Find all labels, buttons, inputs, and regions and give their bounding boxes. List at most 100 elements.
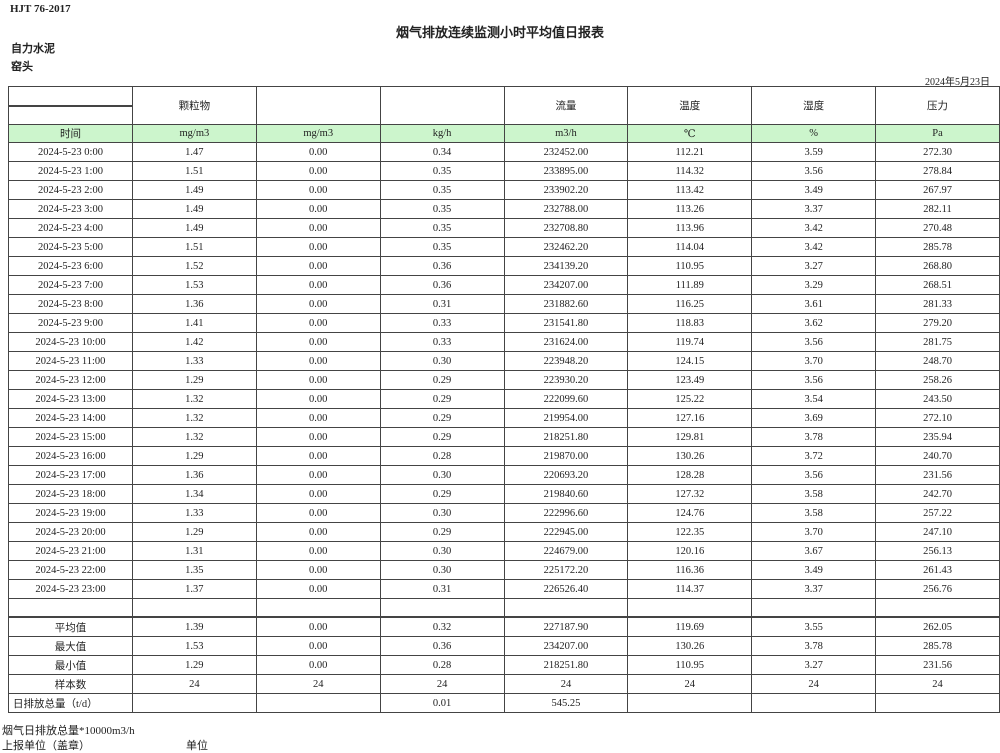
column-header: 颗粒物 <box>131 86 257 125</box>
table-row: 2024-5-23 0:00 1.47 0.00 0.34 232452.00 112.2… <box>8 142 1000 162</box>
time-cell: 2024-5-23 19:00 <box>8 503 133 523</box>
value-cell: 1.52 <box>131 256 257 276</box>
unit-cell: mg/m3 <box>255 124 381 143</box>
value-cell: 0.00 <box>255 522 381 542</box>
value-cell: 234139.20 <box>503 256 629 276</box>
value-cell: 1.49 <box>131 218 257 238</box>
table-row: 2024-5-23 4:00 1.49 0.00 0.35 232708.80 113.9… <box>8 218 1000 238</box>
stats-cell: 130.26 <box>627 636 753 656</box>
reporter-value: 单位 <box>186 740 208 752</box>
stats-cell: 24 <box>255 674 381 694</box>
table-row: 2024-5-23 7:00 1.53 0.00 0.36 234207.00 111.8… <box>8 275 1000 295</box>
value-cell: 116.25 <box>627 294 753 314</box>
unit-cell: 时间 <box>8 124 133 143</box>
time-cell: 2024-5-23 15:00 <box>8 427 133 447</box>
value-cell: 0.00 <box>255 389 381 409</box>
table-row: 2024-5-23 20:00 1.29 0.00 0.29 222945.00 122.… <box>8 522 1000 542</box>
value-cell: 0.29 <box>379 389 505 409</box>
value-cell: 0.35 <box>379 199 505 219</box>
value-cell: 0.00 <box>255 142 381 162</box>
time-cell: 2024-5-23 2:00 <box>8 180 133 200</box>
value-cell: 0.00 <box>255 370 381 390</box>
stats-cell: 3.78 <box>751 636 877 656</box>
value-cell: 3.62 <box>751 313 877 333</box>
company-name: 自力水泥 <box>11 43 55 55</box>
header-split-cell <box>9 88 132 124</box>
value-cell: 1.41 <box>131 313 257 333</box>
value-cell: 110.95 <box>627 256 753 276</box>
table-row: 2024-5-23 3:00 1.49 0.00 0.35 232788.00 113.2… <box>8 199 1000 219</box>
stats-label: 日排放总量（t/d） <box>8 693 133 713</box>
unit-cell: % <box>751 124 877 143</box>
value-cell: 3.56 <box>751 161 877 181</box>
value-cell: 0.36 <box>379 256 505 276</box>
stats-cell <box>751 693 877 713</box>
value-cell: 234207.00 <box>503 275 629 295</box>
value-cell: 3.49 <box>751 560 877 580</box>
value-cell: 3.54 <box>751 389 877 409</box>
value-cell: 1.32 <box>131 427 257 447</box>
time-cell: 2024-5-23 8:00 <box>8 294 133 314</box>
stats-cell: 218251.80 <box>503 655 629 675</box>
value-cell: 243.50 <box>875 389 1000 409</box>
table-row: 2024-5-23 5:00 1.51 0.00 0.35 232462.20 114.0… <box>8 237 1000 257</box>
value-cell: 124.76 <box>627 503 753 523</box>
value-cell: 0.00 <box>255 180 381 200</box>
value-cell: 242.70 <box>875 484 1000 504</box>
value-cell: 0.35 <box>379 161 505 181</box>
table-row: 2024-5-23 19:00 1.33 0.00 0.30 222996.60 124.… <box>8 503 1000 523</box>
value-cell: 0.00 <box>255 484 381 504</box>
value-cell: 130.26 <box>627 446 753 466</box>
table-row: 2024-5-23 14:00 1.32 0.00 0.29 219954.00 127.… <box>8 408 1000 428</box>
table-row: 2024-5-23 21:00 1.31 0.00 0.30 224679.00 120.… <box>8 541 1000 561</box>
stats-cell: 227187.90 <box>503 616 629 637</box>
stats-cell <box>627 693 753 713</box>
stats-cell: 24 <box>131 674 257 694</box>
stats-label: 最大值 <box>8 636 133 656</box>
value-cell: 218251.80 <box>503 427 629 447</box>
value-cell: 0.35 <box>379 180 505 200</box>
value-cell: 282.11 <box>875 199 1000 219</box>
value-cell: 222945.00 <box>503 522 629 542</box>
value-cell: 127.16 <box>627 408 753 428</box>
value-cell: 231624.00 <box>503 332 629 352</box>
stats-cell: 0.36 <box>379 636 505 656</box>
value-cell: 114.04 <box>627 237 753 257</box>
time-cell: 2024-5-23 3:00 <box>8 199 133 219</box>
value-cell: 222996.60 <box>503 503 629 523</box>
value-cell: 0.36 <box>379 275 505 295</box>
value-cell: 261.43 <box>875 560 1000 580</box>
value-cell: 1.32 <box>131 408 257 428</box>
value-cell: 240.70 <box>875 446 1000 466</box>
report-title: 烟气排放连续监测小时平均值日报表 <box>395 25 604 40</box>
value-cell: 224679.00 <box>503 541 629 561</box>
time-cell: 2024-5-23 11:00 <box>8 351 133 371</box>
stats-cell: 0.00 <box>255 616 381 637</box>
value-cell: 114.32 <box>627 161 753 181</box>
value-cell: 219840.60 <box>503 484 629 504</box>
time-cell: 2024-5-23 9:00 <box>8 313 133 333</box>
stats-row: 样本数 24 24 24 24 24 24 24 <box>8 674 1000 694</box>
value-cell: 1.49 <box>131 199 257 219</box>
blank-cell <box>751 598 877 618</box>
blank-cell <box>875 598 1000 618</box>
value-cell: 1.35 <box>131 560 257 580</box>
value-cell: 0.28 <box>379 446 505 466</box>
stats-cell: 0.00 <box>255 655 381 675</box>
time-cell: 2024-5-23 7:00 <box>8 275 133 295</box>
value-cell: 0.35 <box>379 237 505 257</box>
stats-row: 最大值 1.53 0.00 0.36 234207.00 130.26 3.78 285.78 <box>8 636 1000 656</box>
value-cell: 223930.20 <box>503 370 629 390</box>
value-cell: 3.27 <box>751 256 877 276</box>
header-split-bottom <box>9 107 131 124</box>
value-cell: 225172.20 <box>503 560 629 580</box>
value-cell: 3.70 <box>751 522 877 542</box>
time-cell: 2024-5-23 5:00 <box>8 237 133 257</box>
table-row: 2024-5-23 18:00 1.34 0.00 0.29 219840.60 127.… <box>8 484 1000 504</box>
value-cell: 0.00 <box>255 408 381 428</box>
table-row: 2024-5-23 10:00 1.42 0.00 0.33 231624.00 119.… <box>8 332 1000 352</box>
time-cell: 2024-5-23 23:00 <box>8 579 133 599</box>
stats-cell: 0.01 <box>379 693 505 713</box>
value-cell: 231541.80 <box>503 313 629 333</box>
value-cell: 1.34 <box>131 484 257 504</box>
